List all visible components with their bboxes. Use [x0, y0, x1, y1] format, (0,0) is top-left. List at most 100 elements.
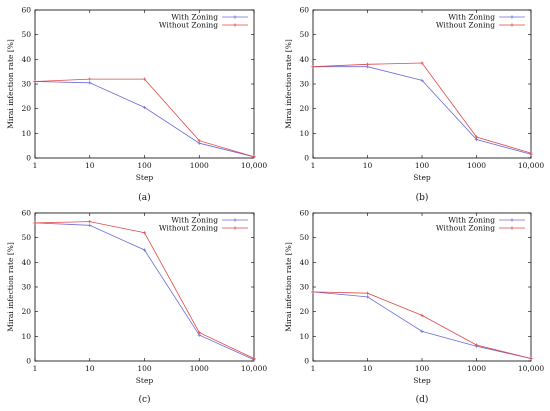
panel-caption: (d) [416, 394, 429, 405]
x-tick-label: 1 [311, 364, 316, 373]
y-axis-title: Mirai infection rate [%] [6, 242, 15, 332]
series-line-without-zoning [34, 78, 255, 158]
y-tick-label: 60 [299, 6, 309, 15]
data-point-without-zoning [252, 356, 256, 361]
data-point-without-zoning [252, 155, 256, 159]
data-point-without-zoning [142, 77, 147, 81]
plot-frame [34, 212, 255, 362]
data-point-without-zoning [365, 291, 370, 295]
series-line-with-zoning [312, 291, 532, 359]
legend-label-with-zoning: With Zoning [171, 13, 218, 22]
data-point-with-zoning [365, 295, 370, 299]
series-line-with-zoning [34, 222, 255, 361]
x-tick-label: 100 [415, 364, 430, 373]
plot-frame [312, 9, 532, 159]
y-tick-label: 10 [299, 332, 309, 341]
legend-label-without-zoning: Without Zoning [159, 21, 218, 30]
data-point-with-zoning [142, 248, 147, 252]
y-tick-label: 10 [299, 129, 309, 138]
data-point-without-zoning [197, 139, 201, 143]
y-tick-label: 20 [21, 307, 31, 316]
y-tick-label: 30 [21, 80, 31, 89]
x-tick-label: 1 [33, 364, 38, 373]
y-tick-label: 10 [21, 332, 31, 341]
panel-caption: (b) [416, 192, 429, 203]
x-tick-label: 100 [415, 161, 430, 170]
y-tick-label: 60 [299, 209, 309, 218]
x-tick-label: 10,000 [518, 161, 544, 170]
y-tick-label: 40 [21, 258, 31, 267]
data-point-with-zoning [420, 78, 424, 82]
y-tick-label: 40 [299, 55, 309, 64]
x-tick-label: 10 [363, 161, 373, 170]
legend-label-with-zoning: With Zoning [171, 216, 218, 225]
data-point-without-zoning [420, 313, 424, 317]
x-tick-label: 1 [311, 161, 316, 170]
panel-caption: (c) [138, 394, 150, 405]
data-point-without-zoning [33, 79, 37, 84]
plot-frame [312, 212, 532, 362]
x-tick-label: 1000 [190, 161, 209, 170]
data-point-without-zoning [311, 65, 315, 69]
y-axis-title: Mirai infection rate [%] [284, 39, 293, 129]
x-tick-label: 10 [85, 161, 95, 170]
legend-marker-with-zoning [510, 15, 514, 19]
x-tick-label: 1000 [190, 364, 209, 373]
data-point-with-zoning [420, 329, 424, 333]
y-tick-label: 40 [21, 55, 31, 64]
legend-label-without-zoning: Without Zoning [436, 21, 495, 30]
y-tick-label: 0 [304, 154, 309, 163]
y-tick-label: 30 [299, 80, 309, 89]
data-point-with-zoning [142, 105, 147, 110]
panel-b: 0 10 20 30 40 50 60 1 10 100 1000 10,000 Step Mirai i… [284, 6, 544, 204]
data-point-without-zoning [529, 356, 533, 361]
series-line-without-zoning [312, 291, 532, 359]
legend-marker-with-zoning [233, 218, 237, 222]
panel-caption: (a) [138, 192, 150, 203]
x-tick-label: 10 [363, 364, 373, 373]
plot-frame [34, 9, 255, 159]
legend-marker-with-zoning [233, 15, 237, 19]
series-line-with-zoning [34, 81, 255, 158]
legend-marker-with-zoning [510, 218, 514, 222]
data-point-without-zoning [529, 151, 533, 155]
data-point-without-zoning [474, 135, 479, 139]
legend-marker-without-zoning [233, 23, 237, 27]
y-tick-label: 50 [299, 233, 309, 242]
y-tick-label: 40 [299, 258, 309, 267]
y-tick-label: 30 [21, 283, 31, 292]
data-point-without-zoning [365, 62, 370, 66]
data-point-without-zoning [33, 221, 37, 225]
x-tick-label: 10,000 [241, 161, 267, 170]
data-point-without-zoning [88, 77, 92, 81]
data-point-without-zoning [197, 331, 201, 335]
x-axis-title: Step [413, 376, 431, 385]
x-axis-title: Step [136, 173, 154, 182]
y-axis-title: Mirai infection rate [%] [6, 39, 15, 129]
data-point-without-zoning [420, 61, 424, 65]
data-point-with-zoning [88, 81, 92, 85]
y-tick-label: 0 [26, 357, 31, 366]
legend-label-with-zoning: With Zoning [448, 13, 495, 22]
x-tick-label: 100 [137, 364, 152, 373]
y-tick-label: 60 [21, 6, 31, 15]
x-tick-label: 10,000 [241, 364, 267, 373]
y-tick-label: 50 [21, 30, 31, 39]
legend-label-without-zoning: Without Zoning [159, 224, 218, 233]
panel-d: 0 10 20 30 40 50 60 1 10 100 1000 10,000 Step Mirai i… [284, 209, 544, 406]
x-tick-label: 100 [137, 161, 152, 170]
y-tick-label: 0 [26, 154, 31, 163]
legend-label-with-zoning: With Zoning [448, 216, 495, 225]
legend-marker-without-zoning [510, 23, 514, 27]
series-line-without-zoning [34, 221, 255, 359]
y-tick-label: 20 [299, 307, 309, 316]
y-tick-label: 10 [21, 129, 31, 138]
x-tick-label: 10 [85, 364, 95, 373]
y-tick-label: 30 [299, 283, 309, 292]
x-axis-title: Step [136, 376, 154, 385]
x-tick-label: 1 [33, 161, 38, 170]
x-axis-title: Step [413, 173, 431, 182]
x-tick-label: 1000 [467, 364, 486, 373]
